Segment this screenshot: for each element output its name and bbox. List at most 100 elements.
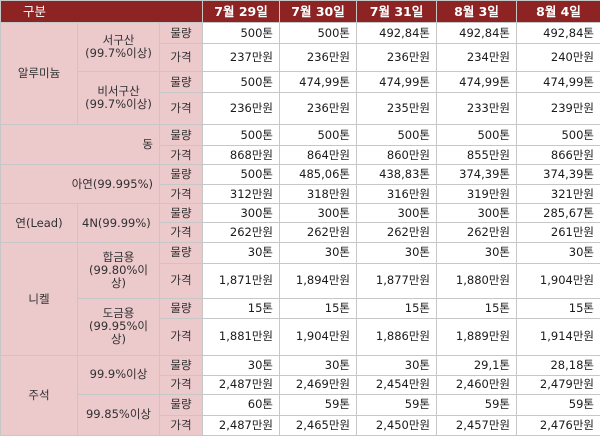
- price-cell: 2,479만원: [516, 374, 600, 395]
- price-cell: 239만원: [516, 92, 600, 126]
- volume-cell: 492,84톤: [356, 21, 437, 45]
- table-row: 주석 99.9%이상 물량 30톤 30톤 30톤 29,1톤 28,18톤: [0, 354, 600, 436]
- price-cell: 262만원: [202, 222, 280, 244]
- price-cell: 262만원: [356, 222, 437, 244]
- volume-cell: 300톤: [202, 203, 280, 224]
- volume-cell: 500톤: [356, 124, 437, 147]
- header-date: 7월 29일: [202, 0, 280, 23]
- price-cell: 866만원: [516, 145, 600, 166]
- price-cell: 318만원: [279, 184, 357, 205]
- volume-cell: 492,84톤: [436, 21, 517, 45]
- volume-cell: 300톤: [356, 203, 437, 224]
- indicator-price: 가격: [159, 92, 203, 126]
- price-cell: 234만원: [436, 43, 517, 73]
- price-cell: 237만원: [202, 43, 280, 73]
- volume-cell: 374,39톤: [436, 164, 517, 186]
- price-cell: 1,889만원: [436, 317, 517, 356]
- grade-label: 4N(99.99%): [77, 203, 160, 244]
- volume-cell: 59톤: [516, 393, 600, 416]
- table-row: 가격 2,487만원 2,465만원 2,450만원 2,457만원 2,476…: [1, 414, 600, 436]
- price-cell: 1,886만원: [356, 317, 437, 356]
- price-cell: 2,487만원: [202, 414, 280, 436]
- price-cell: 2,454만원: [356, 374, 437, 395]
- grade-label: 도금용 (99.95%이상): [77, 297, 160, 356]
- volume-cell: 474,99톤: [356, 71, 437, 94]
- indicator-price: 가격: [159, 184, 203, 205]
- table-row: 가격 2,487만원 2,469만원 2,454만원 2,460만원 2,479…: [1, 374, 600, 395]
- volume-cell: 500톤: [202, 124, 280, 147]
- indicator-price: 가격: [159, 222, 203, 244]
- grade-label: 99.9%이상: [77, 354, 160, 395]
- header-row: 구분 7월 29일 7월 30일 7월 31일 8월 3일 8월 4일: [0, 0, 600, 23]
- price-cell: 240만원: [516, 43, 600, 73]
- table-row: 99.85%이상 물량 60톤 59톤 59톤 59톤 59톤: [1, 393, 600, 436]
- price-cell: 2,465만원: [279, 414, 357, 436]
- metal-name-tin: 주석: [0, 354, 78, 436]
- price-cell: 855만원: [436, 145, 517, 166]
- table-row: 아연(99.995%) 물량 500톤 485,06톤 438,83톤 374,…: [0, 164, 600, 205]
- header-date: 7월 30일: [279, 0, 357, 23]
- price-cell: 2,476만원: [516, 414, 600, 436]
- price-cell: 1,881만원: [202, 317, 280, 356]
- table-row: 동 물량 500톤 500톤 500톤 500톤 500톤: [0, 124, 600, 166]
- price-cell: 1,904만원: [279, 317, 357, 356]
- table-row: 가격 237만원 236만원 236만원 234만원 240만원: [1, 43, 600, 73]
- volume-cell: 30톤: [516, 242, 600, 264]
- indicator-volume: 물량: [159, 164, 203, 186]
- volume-cell: 15톤: [516, 297, 600, 319]
- indicator-volume: 물량: [159, 203, 203, 224]
- volume-cell: 474,99톤: [279, 71, 357, 94]
- volume-cell: 474,99톤: [436, 71, 517, 94]
- indicator-volume: 물량: [159, 242, 203, 264]
- volume-cell: 60톤: [202, 393, 280, 416]
- price-cell: 1,894만원: [279, 262, 357, 299]
- volume-cell: 285,67톤: [516, 203, 600, 224]
- indicator-volume: 물량: [159, 124, 203, 147]
- grade-label: 합금용 (99.80%이상): [77, 242, 160, 299]
- volume-cell: 438,83톤: [356, 164, 437, 186]
- volume-cell: 28,18톤: [516, 354, 600, 376]
- volume-cell: 30톤: [279, 242, 357, 264]
- table-row: 니켈 합금용 (99.80%이상) 물량 30톤 30톤 30톤 30톤 30톤: [0, 242, 600, 356]
- price-cell: 261만원: [516, 222, 600, 244]
- volume-cell: 30톤: [279, 354, 357, 376]
- price-cell: 233만원: [436, 92, 517, 126]
- price-cell: 1,914만원: [516, 317, 600, 356]
- volume-cell: 374,39톤: [516, 164, 600, 186]
- volume-cell: 485,06톤: [279, 164, 357, 186]
- indicator-price: 가격: [159, 262, 203, 299]
- volume-cell: 500톤: [279, 21, 357, 45]
- indicator-volume: 물량: [159, 354, 203, 376]
- volume-cell: 30톤: [202, 354, 280, 376]
- indicator-volume: 물량: [159, 393, 203, 416]
- volume-cell: 500톤: [202, 21, 280, 45]
- volume-cell: 500톤: [516, 124, 600, 147]
- metal-name-zinc: 아연(99.995%): [0, 164, 160, 205]
- volume-cell: 29,1톤: [436, 354, 517, 376]
- price-cell: 1,904만원: [516, 262, 600, 299]
- volume-cell: 500톤: [202, 71, 280, 94]
- volume-cell: 30톤: [202, 242, 280, 264]
- price-cell: 236만원: [279, 43, 357, 73]
- table-row: 도금용 (99.95%이상) 물량 15톤 15톤 15톤 15톤 15톤: [1, 297, 600, 356]
- volume-cell: 30톤: [356, 354, 437, 376]
- price-cell: 2,457만원: [436, 414, 517, 436]
- volume-cell: 30톤: [356, 242, 437, 264]
- grade-label: 99.85%이상: [77, 393, 160, 436]
- price-cell: 236만원: [279, 92, 357, 126]
- metal-name-lead: 연(Lead): [0, 203, 78, 244]
- price-cell: 1,871만원: [202, 262, 280, 299]
- price-cell: 2,469만원: [279, 374, 357, 395]
- price-cell: 2,460만원: [436, 374, 517, 395]
- price-cell: 2,487만원: [202, 374, 280, 395]
- price-cell: 262만원: [279, 222, 357, 244]
- price-cell: 1,880만원: [436, 262, 517, 299]
- price-cell: 321만원: [516, 184, 600, 205]
- header-category: 구분: [0, 0, 203, 23]
- volume-cell: 59톤: [436, 393, 517, 416]
- metal-name-nickel: 니켈: [0, 242, 78, 356]
- price-cell: 316만원: [356, 184, 437, 205]
- price-cell: 262만원: [436, 222, 517, 244]
- indicator-volume: 물량: [159, 71, 203, 94]
